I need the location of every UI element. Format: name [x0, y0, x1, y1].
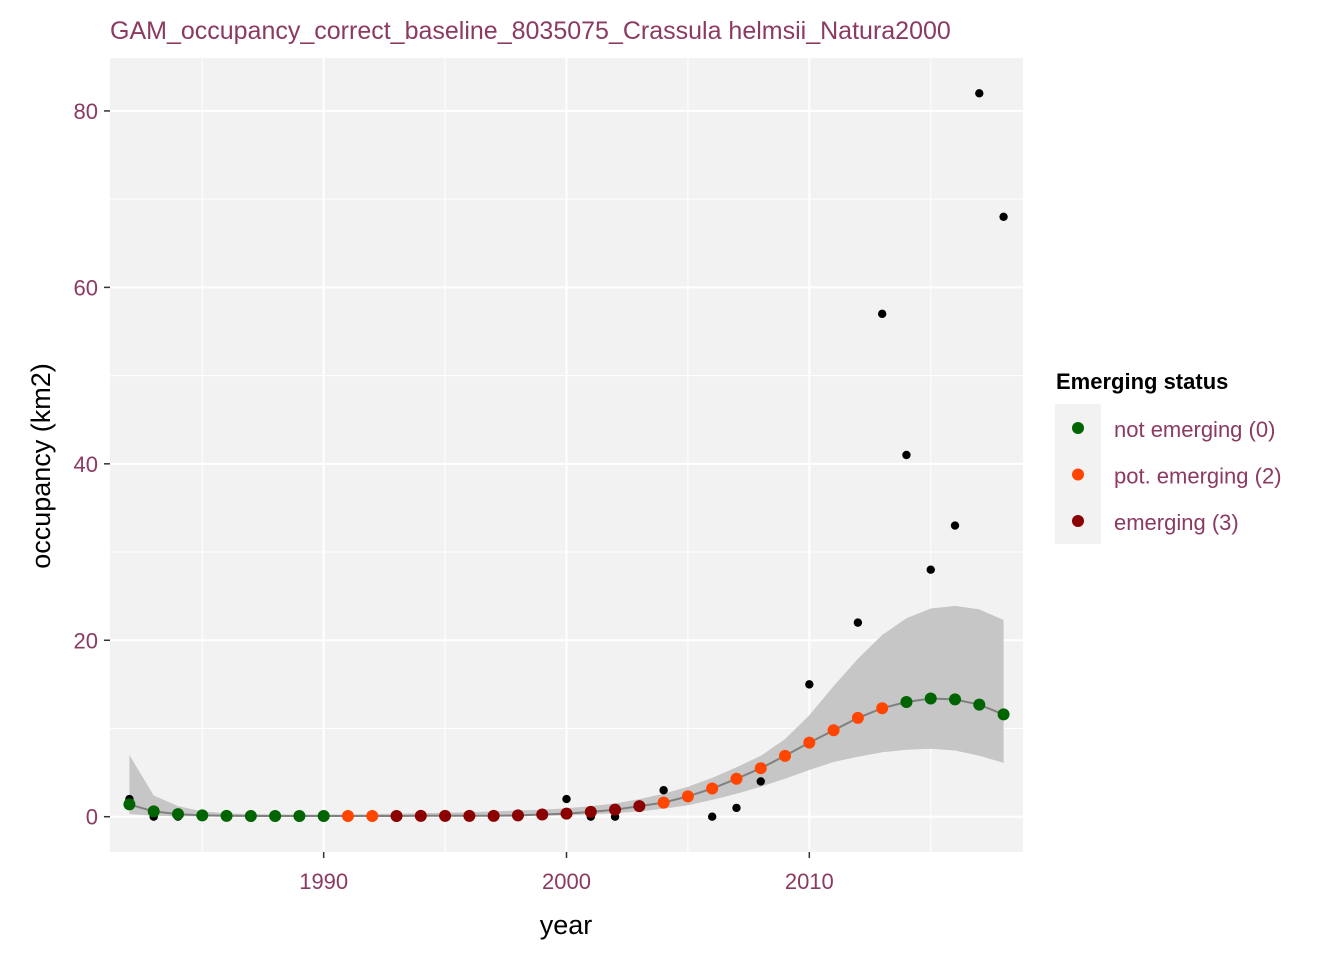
fitted-point — [439, 809, 452, 822]
fitted-point — [584, 805, 597, 818]
legend: Emerging status not emerging (0) pot. eme… — [1055, 369, 1282, 544]
x-tick-label: 2000 — [542, 869, 591, 894]
fitted-point — [681, 790, 694, 803]
fitted-point — [949, 693, 962, 706]
x-tick-label: 2010 — [785, 869, 834, 894]
fitted-point — [706, 782, 719, 795]
x-axis-title: year — [540, 910, 593, 940]
fitted-point — [827, 724, 840, 737]
observed-point — [975, 89, 984, 98]
legend-key-point — [1072, 422, 1084, 434]
observed-point — [732, 803, 741, 813]
observed-point — [950, 521, 960, 530]
chart-title: GAM_occupancy_correct_baseline_8035075_C… — [110, 17, 951, 45]
legend-label: pot. emerging (2) — [1114, 464, 1282, 489]
y-axis-title: occupancy (km2) — [26, 363, 56, 569]
fitted-point — [803, 736, 816, 749]
fitted-point — [511, 809, 524, 822]
observed-point — [562, 794, 571, 804]
fitted-point — [609, 803, 622, 816]
fitted-point — [560, 807, 573, 820]
legend-title: Emerging status — [1056, 369, 1228, 394]
x-axis-ticks: 1990 2000 2010 — [299, 852, 834, 894]
fitted-point — [147, 805, 160, 818]
fitted-point — [657, 796, 670, 809]
fitted-point — [196, 809, 209, 822]
legend-label: not emerging (0) — [1114, 417, 1275, 442]
fitted-point — [973, 698, 986, 711]
x-tick-label: 1990 — [299, 869, 348, 894]
observed-point — [805, 680, 814, 689]
fitted-point — [414, 809, 427, 822]
fitted-point — [171, 808, 184, 821]
fitted-point — [244, 810, 257, 823]
fitted-point — [730, 772, 743, 785]
fitted-point — [633, 800, 646, 813]
fitted-point — [317, 810, 330, 823]
fitted-point — [220, 809, 233, 822]
observed-point — [756, 777, 765, 786]
fitted-point — [341, 810, 354, 823]
legend-key-point — [1072, 468, 1084, 481]
fitted-point — [924, 692, 937, 705]
observed-point — [707, 812, 717, 821]
fitted-point — [269, 810, 282, 823]
fitted-point — [536, 808, 549, 821]
legend-entries: not emerging (0) pot. emerging (2) emergin… — [1072, 417, 1282, 535]
fitted-point — [390, 810, 403, 823]
observed-point — [853, 618, 863, 627]
fitted-points — [123, 692, 1010, 823]
fitted-point — [997, 708, 1010, 721]
observed-point — [877, 309, 887, 319]
y-tick-label: 0 — [86, 805, 98, 830]
fitted-point — [487, 809, 500, 822]
observed-point — [926, 565, 935, 574]
observed-point — [999, 212, 1008, 221]
y-tick-label: 60 — [74, 275, 98, 300]
fitted-point — [463, 809, 476, 822]
observed-point — [902, 450, 911, 460]
fitted-point — [293, 810, 306, 823]
y-tick-label: 40 — [74, 452, 98, 477]
y-axis-ticks: 0 20 40 60 80 — [74, 99, 110, 830]
observed-point — [659, 786, 668, 795]
legend-key-point — [1072, 515, 1084, 527]
fitted-point — [876, 702, 889, 715]
confidence-ribbon — [129, 605, 1004, 817]
y-tick-label: 20 — [74, 628, 98, 653]
legend-label: emerging (3) — [1114, 510, 1239, 535]
fitted-point — [851, 711, 864, 724]
fitted-point — [900, 696, 913, 709]
fitted-point — [366, 810, 379, 823]
y-tick-label: 80 — [74, 99, 98, 124]
fitted-point — [779, 749, 792, 762]
fitted-point — [754, 762, 767, 775]
fitted-point — [123, 798, 136, 811]
